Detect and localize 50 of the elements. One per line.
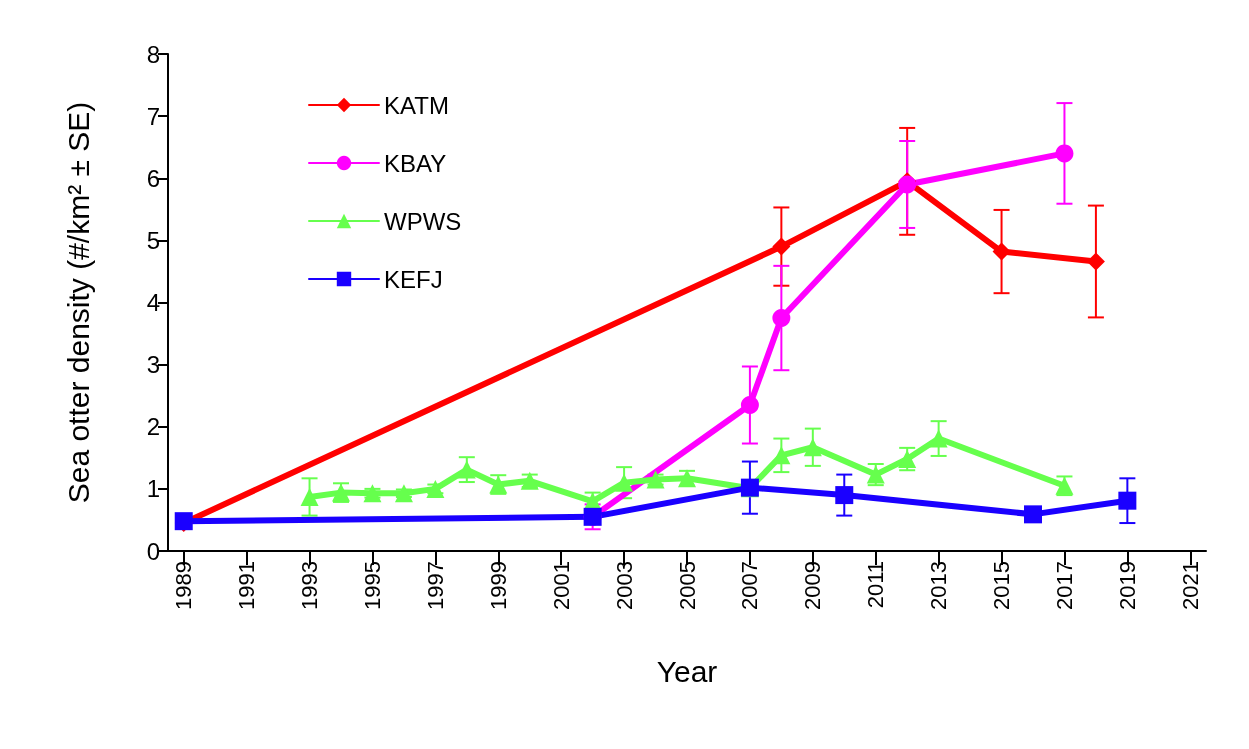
point bbox=[457, 460, 476, 479]
x-tick-label: 2009 bbox=[800, 561, 826, 610]
point bbox=[394, 484, 413, 503]
point bbox=[1024, 505, 1042, 524]
y-tick-label: 2 bbox=[146, 413, 160, 441]
x-tick-label: 2003 bbox=[611, 561, 637, 610]
x-tick-label: 1993 bbox=[297, 561, 323, 610]
point bbox=[929, 429, 948, 448]
y-tick-label: 5 bbox=[146, 226, 160, 254]
x-axis-title: Year bbox=[656, 654, 718, 688]
point bbox=[772, 237, 791, 256]
point bbox=[300, 487, 319, 506]
point bbox=[992, 242, 1011, 261]
point bbox=[835, 486, 854, 505]
y-tick-label: 0 bbox=[146, 537, 160, 565]
x-tick-label: 2017 bbox=[1051, 561, 1077, 610]
point bbox=[803, 438, 822, 457]
legend-label: KEFJ bbox=[384, 265, 443, 293]
y-tick-label: 3 bbox=[146, 351, 160, 379]
point bbox=[740, 396, 759, 414]
point bbox=[615, 473, 634, 492]
legend-label: WPWS bbox=[384, 207, 462, 235]
point bbox=[1086, 252, 1105, 271]
y-tick-label: 1 bbox=[146, 475, 160, 503]
y-tick-label: 7 bbox=[146, 102, 160, 130]
point bbox=[898, 450, 917, 469]
x-tick-label: 1991 bbox=[234, 561, 260, 610]
legend-label: KBAY bbox=[384, 149, 447, 177]
x-tick-label: 2001 bbox=[548, 561, 574, 610]
legend-label: KATM bbox=[384, 91, 449, 119]
y-axis-title: Sea otter density (#/km² ± SE) bbox=[61, 101, 95, 504]
x-tick-label: 2005 bbox=[674, 561, 700, 610]
y-tick-label: 4 bbox=[146, 289, 160, 316]
x-tick-label: 1995 bbox=[359, 561, 385, 610]
x-tick-label: 2011 bbox=[863, 561, 889, 609]
x-tick-label: 1999 bbox=[485, 561, 511, 610]
point bbox=[1118, 491, 1137, 510]
x-tick-label: 1997 bbox=[422, 561, 448, 610]
x-tick-label: 2013 bbox=[926, 561, 952, 610]
x-tick-label: 2019 bbox=[1114, 561, 1140, 610]
x-tick-label: 1989 bbox=[171, 561, 197, 610]
point bbox=[363, 484, 382, 503]
point bbox=[1055, 144, 1074, 163]
x-tick-label: 2007 bbox=[737, 561, 763, 610]
y-tick-label: 8 bbox=[146, 40, 160, 68]
point bbox=[426, 479, 445, 498]
x-tick-label: 2021 bbox=[1177, 561, 1203, 610]
x-tick-label: 2015 bbox=[989, 561, 1015, 610]
point bbox=[772, 309, 791, 328]
y-tick-label: 6 bbox=[146, 164, 160, 192]
